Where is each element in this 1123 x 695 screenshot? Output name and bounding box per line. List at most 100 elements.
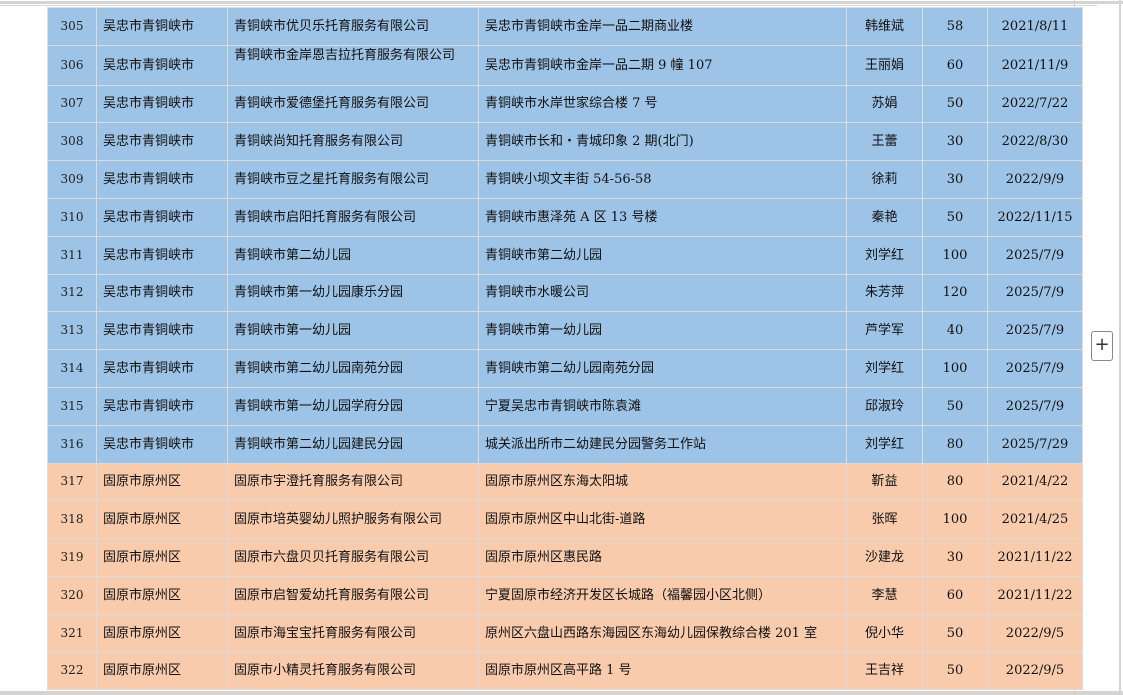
row-number[interactable]: 320 [47,575,97,615]
capacity-cell[interactable]: 30 [922,538,988,577]
district-cell[interactable]: 吴忠市青铜峡市 [96,7,228,46]
contact-person-cell[interactable]: 刘学红 [846,349,923,388]
row-number[interactable]: 322 [47,651,97,691]
row-number[interactable]: 313 [47,311,97,351]
row-number[interactable]: 315 [47,386,97,426]
registration-date-cell[interactable]: 2021/11/9 [987,44,1083,86]
address-cell[interactable]: 固原市原州区惠民路 [478,538,847,577]
address-cell[interactable]: 青铜峡市长和・青城印象 2 期(北门) [478,122,847,162]
address-cell[interactable]: 固原市原州区高平路 1 号 [478,651,847,691]
district-cell[interactable]: 吴忠市青铜峡市 [96,160,228,199]
district-cell[interactable]: 吴忠市青铜峡市 [96,424,228,464]
capacity-cell[interactable]: 100 [922,500,988,540]
registration-date-cell[interactable]: 2021/4/22 [987,462,1083,502]
capacity-cell[interactable]: 50 [922,84,988,124]
address-cell[interactable]: 青铜峡市第二幼儿园 [478,235,847,275]
address-cell[interactable]: 青铜峡市惠泽苑 A 区 13 号楼 [478,197,847,237]
contact-person-cell[interactable]: 秦艳 [846,197,923,237]
contact-person-cell[interactable]: 芦学军 [846,311,923,351]
registration-date-cell[interactable]: 2025/7/9 [987,311,1083,351]
district-cell[interactable]: 固原市原州区 [96,613,228,653]
address-cell[interactable]: 固原市原州区东海太阳城 [478,462,847,502]
district-cell[interactable]: 吴忠市青铜峡市 [96,273,228,313]
row-number[interactable]: 316 [47,424,97,464]
institution-name-cell[interactable]: 青铜峡市第二幼儿园 [227,235,479,275]
contact-person-cell[interactable]: 刘学红 [846,235,923,275]
row-number[interactable]: 321 [47,613,97,653]
address-cell[interactable]: 青铜峡市第一幼儿园 [478,311,847,351]
capacity-cell[interactable]: 50 [922,613,988,653]
capacity-cell[interactable]: 30 [922,160,988,199]
address-cell[interactable]: 固原市原州区中山北街-道路 [478,500,847,540]
row-number[interactable]: 314 [47,349,97,388]
row-number[interactable]: 308 [47,122,97,162]
registration-date-cell[interactable]: 2022/11/15 [987,197,1083,237]
institution-name-cell[interactable]: 固原市培英婴幼儿照护服务有限公司 [227,500,479,540]
contact-person-cell[interactable]: 王丽娟 [846,44,923,86]
contact-person-cell[interactable]: 刘学红 [846,424,923,464]
address-cell[interactable]: 原州区六盘山西路东海园区东海幼儿园保教综合楼 201 室 [478,613,847,653]
contact-person-cell[interactable]: 韩维斌 [846,7,923,46]
contact-person-cell[interactable]: 沙建龙 [846,538,923,577]
institution-name-cell[interactable]: 固原市六盘贝贝托育服务有限公司 [227,538,479,577]
contact-person-cell[interactable]: 张晖 [846,500,923,540]
capacity-cell[interactable]: 80 [922,424,988,464]
capacity-cell[interactable]: 50 [922,197,988,237]
capacity-cell[interactable]: 58 [922,7,988,46]
capacity-cell[interactable]: 100 [922,349,988,388]
institution-name-cell[interactable]: 青铜峡市第二幼儿园建民分园 [227,424,479,464]
row-number[interactable]: 309 [47,160,97,199]
row-number[interactable]: 307 [47,84,97,124]
institution-name-cell[interactable]: 青铜峡市优贝乐托育服务有限公司 [227,7,479,46]
capacity-cell[interactable]: 30 [922,122,988,162]
address-cell[interactable]: 青铜峡小坝文丰街 54-56-58 [478,160,847,199]
registration-date-cell[interactable]: 2022/9/5 [987,613,1083,653]
district-cell[interactable]: 吴忠市青铜峡市 [96,84,228,124]
contact-person-cell[interactable]: 邱淑玲 [846,386,923,426]
registration-date-cell[interactable]: 2025/7/9 [987,235,1083,275]
add-row-button[interactable]: + [1091,331,1113,361]
district-cell[interactable]: 吴忠市青铜峡市 [96,311,228,351]
contact-person-cell[interactable]: 靳益 [846,462,923,502]
address-cell[interactable]: 宁夏吴忠市青铜峡市陈袁滩 [478,386,847,426]
institution-name-cell[interactable]: 固原市海宝宝托育服务有限公司 [227,613,479,653]
institution-name-cell[interactable]: 固原市启智爱幼托育服务有限公司 [227,575,479,615]
contact-person-cell[interactable]: 倪小华 [846,613,923,653]
institution-name-cell[interactable]: 青铜峡尚知托育服务有限公司 [227,122,479,162]
row-number[interactable]: 311 [47,235,97,275]
registration-date-cell[interactable]: 2025/7/9 [987,273,1083,313]
institution-name-cell[interactable]: 青铜峡市金岸恩吉拉托育服务有限公司 [227,44,479,86]
row-number[interactable]: 319 [47,538,97,577]
row-number[interactable]: 305 [47,7,97,46]
row-number[interactable]: 310 [47,197,97,237]
registration-date-cell[interactable]: 2022/7/22 [987,84,1083,124]
capacity-cell[interactable]: 100 [922,235,988,275]
capacity-cell[interactable]: 50 [922,386,988,426]
contact-person-cell[interactable]: 李慧 [846,575,923,615]
capacity-cell[interactable]: 60 [922,44,988,86]
institution-name-cell[interactable]: 青铜峡市第二幼儿园南苑分园 [227,349,479,388]
capacity-cell[interactable]: 120 [922,273,988,313]
address-cell[interactable]: 吴忠市青铜峡市金岸一品二期 9 幢 107 [478,44,847,86]
institution-name-cell[interactable]: 青铜峡市第一幼儿园学府分园 [227,386,479,426]
address-cell[interactable]: 吴忠市青铜峡市金岸一品二期商业楼 [478,7,847,46]
address-cell[interactable]: 青铜峡市水暖公司 [478,273,847,313]
row-number[interactable]: 312 [47,273,97,313]
district-cell[interactable]: 吴忠市青铜峡市 [96,386,228,426]
capacity-cell[interactable]: 60 [922,575,988,615]
registration-date-cell[interactable]: 2022/9/5 [987,651,1083,691]
contact-person-cell[interactable]: 苏娟 [846,84,923,124]
capacity-cell[interactable]: 40 [922,311,988,351]
district-cell[interactable]: 吴忠市青铜峡市 [96,122,228,162]
contact-person-cell[interactable]: 王吉祥 [846,651,923,691]
institution-name-cell[interactable]: 青铜峡市爱德堡托育服务有限公司 [227,84,479,124]
institution-name-cell[interactable]: 青铜峡市豆之星托育服务有限公司 [227,160,479,199]
district-cell[interactable]: 固原市原州区 [96,538,228,577]
contact-person-cell[interactable]: 徐莉 [846,160,923,199]
row-number[interactable]: 318 [47,500,97,540]
address-cell[interactable]: 青铜峡市水岸世家综合楼 7 号 [478,84,847,124]
registration-date-cell[interactable]: 2021/11/22 [987,575,1083,615]
registration-date-cell[interactable]: 2021/8/11 [987,7,1083,46]
institution-name-cell[interactable]: 青铜峡市启阳托育服务有限公司 [227,197,479,237]
institution-name-cell[interactable]: 固原市宇澄托育服务有限公司 [227,462,479,502]
